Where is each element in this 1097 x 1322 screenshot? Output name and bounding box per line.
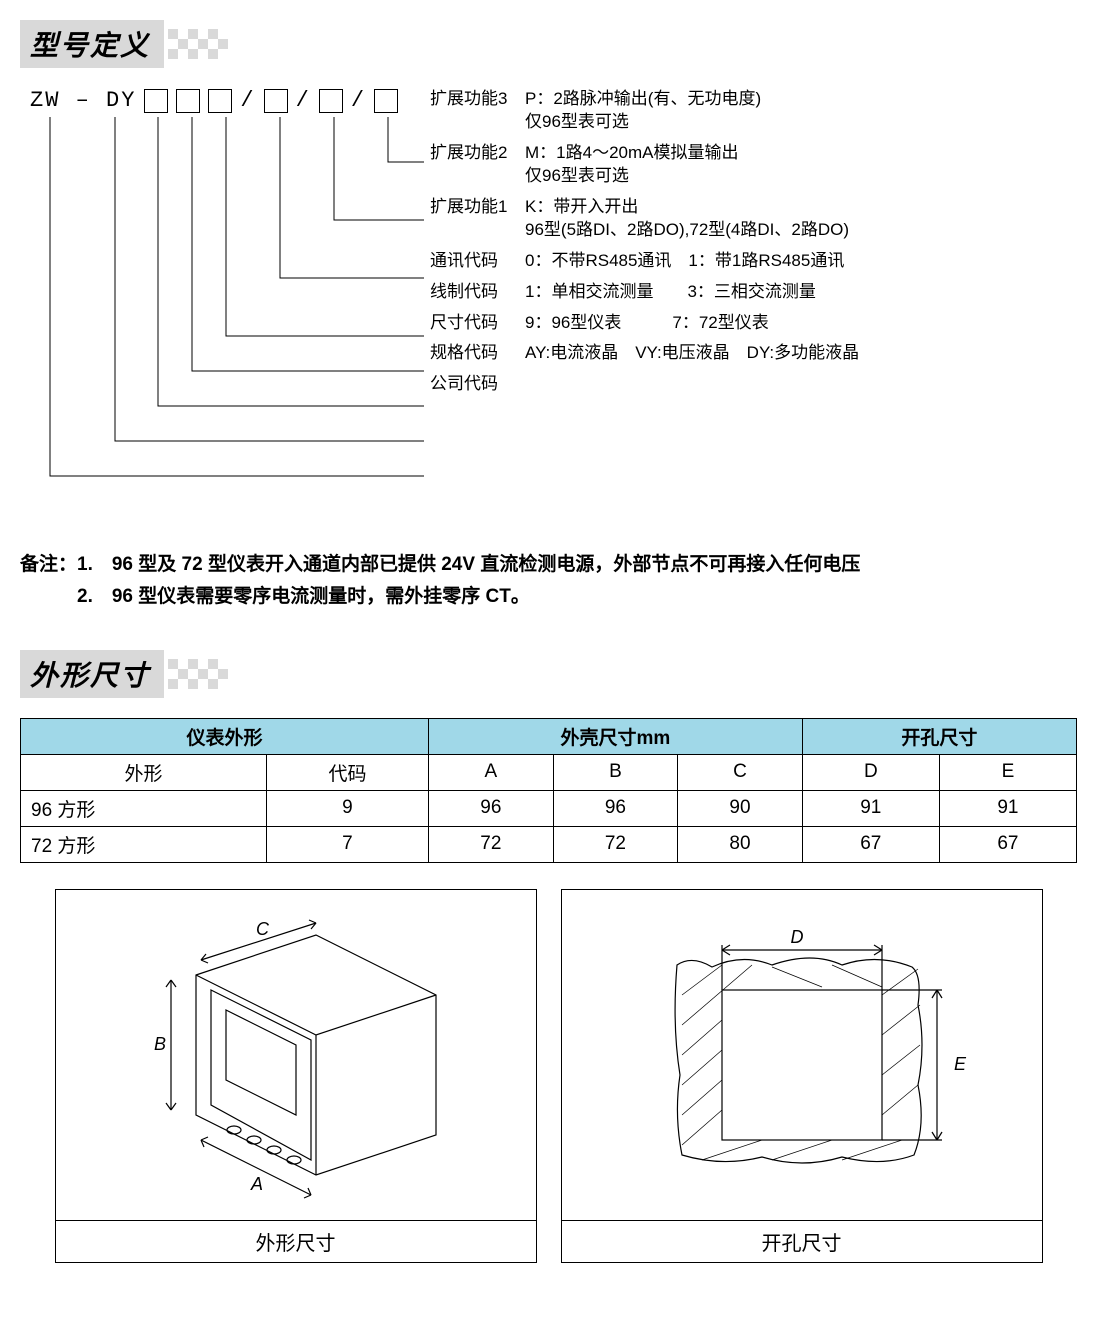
col-e: E: [939, 754, 1076, 790]
def-company: 公司代码: [430, 373, 859, 396]
drawing-caption: 开孔尺寸: [562, 1220, 1042, 1262]
col-a: A: [429, 754, 554, 790]
dimension-drawings: C B A 外形尺寸: [20, 889, 1077, 1263]
col-code: 代码: [266, 754, 428, 790]
section-title: 外形尺寸: [20, 650, 164, 698]
dimensions-table: 仪表外形 外壳尺寸mm 开孔尺寸 外形 代码 A B C D E 96 方形 9…: [20, 718, 1077, 863]
col-b: B: [553, 754, 678, 790]
table-row: 72 方形 7 72 72 80 67 67: [21, 826, 1077, 862]
col-d: D: [802, 754, 939, 790]
table-row: 96 方形 9 96 96 90 91 91: [21, 790, 1077, 826]
leader-lines: [20, 117, 430, 537]
model-slot-wire: [176, 89, 200, 113]
model-slot-ext1: [264, 89, 288, 113]
sep: /: [351, 88, 366, 113]
svg-text:D: D: [790, 927, 803, 947]
notes: 备注：1. 96 型及 72 型仪表开入通道内部已提供 24V 直流检测电源，外…: [20, 549, 1077, 614]
def-ext1: 扩展功能1 K：带开入开出 96型(5路DI、2路DO),72型(4路DI、2路…: [430, 196, 859, 242]
def-ext2: 扩展功能2 M：1路4～20mA模拟量输出 仅96型表可选: [430, 142, 859, 188]
table-row: 仪表外形 外壳尺寸mm 开孔尺寸: [21, 718, 1077, 754]
model-slot-comm: [208, 89, 232, 113]
svg-text:E: E: [954, 1054, 967, 1074]
drawing-cutout: D E 开孔尺寸: [561, 889, 1043, 1263]
section-model-definition-header: 型号定义: [20, 20, 1077, 68]
sep: /: [240, 88, 255, 113]
def-spec: 规格代码 AY:电流液晶 VY:电压液晶 DY:多功能液晶: [430, 342, 859, 365]
definition-list: 扩展功能3 P：2路脉冲输出(有、无功电度) 仅96型表可选 扩展功能2 M：1…: [430, 88, 859, 404]
svg-text:C: C: [256, 919, 270, 939]
notes-prefix: 备注：: [20, 554, 77, 575]
sep: /: [296, 88, 311, 113]
drawing-outline: C B A 外形尺寸: [55, 889, 537, 1263]
def-wire: 线制代码 1：单相交流测量 3：三相交流测量: [430, 281, 859, 304]
drawing-caption: 外形尺寸: [56, 1220, 536, 1262]
cutout-drawing-icon: D E: [622, 905, 982, 1205]
def-size: 尺寸代码 9：96型仪表 7：72型仪表: [430, 312, 859, 335]
col-group-cutout: 开孔尺寸: [802, 718, 1076, 754]
col-shape: 外形: [21, 754, 267, 790]
model-prefix: ZW – DY: [30, 88, 136, 113]
svg-text:A: A: [250, 1174, 263, 1194]
table-row: 外形 代码 A B C D E: [21, 754, 1077, 790]
checker-decoration-icon: [168, 659, 258, 689]
model-slot-size: [144, 89, 168, 113]
section-title: 型号定义: [20, 20, 164, 68]
checker-decoration-icon: [168, 29, 258, 59]
section-dimensions-header: 外形尺寸: [20, 650, 1077, 698]
svg-text:B: B: [154, 1034, 166, 1054]
def-comm: 通讯代码 0：不带RS485通讯 1：带1路RS485通讯: [430, 250, 859, 273]
def-ext3: 扩展功能3 P：2路脉冲输出(有、无功电度) 仅96型表可选: [430, 88, 859, 134]
model-slot-ext2: [319, 89, 343, 113]
outline-drawing-icon: C B A: [116, 905, 476, 1205]
note-1: 1. 96 型及 72 型仪表开入通道内部已提供 24V 直流检测电源，外部节点…: [77, 554, 860, 575]
note-2: 2. 96 型仪表需要零序电流测量时，需外挂零序 CT。: [77, 586, 530, 607]
model-code-diagram: ZW – DY / / / 扩展功能3 P：2路脉冲输出(有、无功电度: [20, 88, 1077, 537]
model-slot-ext3: [374, 89, 398, 113]
col-group-shape: 仪表外形: [21, 718, 429, 754]
col-group-shell: 外壳尺寸mm: [429, 718, 803, 754]
col-c: C: [678, 754, 803, 790]
